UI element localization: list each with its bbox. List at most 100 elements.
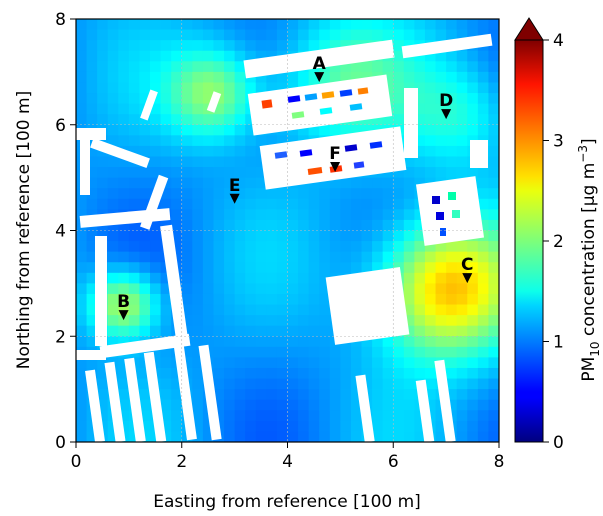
field-cell (403, 399, 415, 411)
field-cell (181, 251, 193, 263)
field-cell (488, 272, 499, 284)
y-tick-label: 2 (55, 327, 66, 347)
field-cell (97, 410, 109, 422)
field-cell (424, 283, 437, 295)
field-cell (97, 389, 109, 401)
field-cell (181, 177, 193, 189)
field-cell (224, 124, 236, 136)
field-cell (234, 198, 246, 210)
field-cell (139, 19, 151, 31)
field-cell (308, 283, 320, 295)
field-cell (118, 19, 130, 31)
field-cell (97, 177, 109, 189)
field-cell (255, 367, 267, 380)
field-cell (224, 367, 236, 380)
field-cell (414, 135, 426, 147)
field-cell (224, 420, 236, 433)
field-cell (319, 336, 331, 348)
field-cell (382, 198, 394, 210)
field-cell (308, 357, 320, 369)
field-cell (234, 114, 246, 126)
field-cell (171, 209, 183, 221)
field-cell (298, 389, 310, 401)
field-cell (414, 82, 426, 94)
field-cell (76, 230, 88, 242)
field-cell (424, 315, 437, 327)
field-cell (202, 336, 215, 348)
field-cell (245, 188, 257, 200)
field-cell (224, 71, 236, 84)
field-cell (467, 241, 479, 253)
field-cell (361, 19, 373, 31)
site-marker-c (462, 273, 473, 284)
field-cell (171, 114, 183, 126)
field-cell (298, 219, 310, 232)
field-cell (139, 304, 151, 316)
field-cell (266, 188, 278, 200)
field-cell (224, 167, 236, 179)
field-cell (456, 251, 468, 263)
field-cell (393, 357, 405, 369)
field-cell (414, 283, 426, 295)
field-cell (467, 114, 479, 126)
field-cell (287, 198, 299, 210)
field-cell (477, 209, 490, 221)
field-cell (393, 103, 405, 115)
field-cell (424, 124, 437, 136)
field-cell (128, 124, 141, 136)
field-cell (488, 293, 499, 306)
axis-ticks: 0 2 4 6 8 0 2 4 6 8 (55, 10, 504, 472)
field-cell (107, 251, 119, 263)
field-cell (308, 272, 320, 284)
field-cell (308, 346, 320, 358)
field-cell (224, 410, 236, 422)
field-cell (393, 93, 405, 105)
field-cell (488, 50, 499, 62)
field-cell (287, 124, 299, 136)
field-cell (403, 156, 415, 168)
field-cell (245, 420, 257, 433)
field-cell (372, 241, 384, 253)
field-cell (234, 177, 246, 189)
field-cell (287, 410, 299, 422)
field-cell (266, 209, 278, 221)
field-cell (245, 177, 257, 189)
field-cell (393, 378, 405, 390)
field-cell (160, 114, 172, 126)
field-cell (107, 71, 119, 84)
field-cell (118, 262, 130, 274)
field-cell (192, 378, 204, 390)
field-cell (467, 431, 479, 442)
field-cell (266, 293, 278, 306)
field-cell (213, 167, 225, 179)
field-cell (76, 61, 88, 73)
field-cell (255, 283, 267, 295)
field-cell (181, 346, 193, 358)
field-cell (350, 209, 363, 221)
field-cell (171, 188, 183, 200)
field-cell (202, 209, 215, 221)
site-marker-a (314, 72, 325, 83)
field-cell (488, 114, 499, 126)
field-cell (86, 230, 98, 242)
field-cell (171, 389, 183, 401)
field-cell (234, 156, 246, 168)
field-cell (234, 325, 246, 337)
field-cell (86, 262, 98, 274)
field-cell (128, 241, 141, 253)
field-cell (319, 410, 331, 422)
field-cell (319, 315, 331, 327)
field-cell (181, 272, 193, 284)
field-cell (86, 71, 98, 84)
field-cell (414, 241, 426, 253)
field-cell (424, 262, 437, 274)
field-cell (276, 315, 289, 327)
field-cell (213, 29, 225, 41)
field-cell (255, 399, 267, 411)
field-cell (97, 367, 109, 380)
field-cell (224, 431, 236, 442)
field-cell (446, 241, 458, 253)
field-cell (192, 431, 204, 442)
field-cell (298, 251, 310, 263)
